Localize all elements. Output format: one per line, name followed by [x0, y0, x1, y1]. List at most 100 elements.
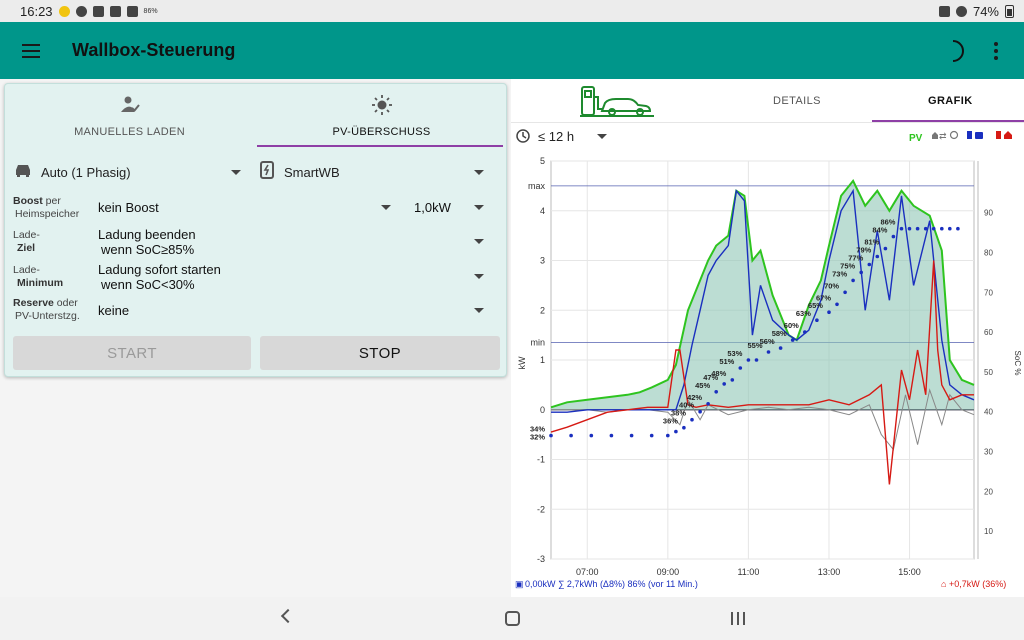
- start-button[interactable]: START: [13, 336, 251, 370]
- y-tick-label: 3: [540, 256, 545, 266]
- soc-point: [549, 433, 553, 438]
- boost-select[interactable]: kein Boost: [98, 200, 159, 215]
- status-time: 16:23: [20, 3, 53, 19]
- soc-point: [891, 234, 896, 239]
- tab-pv-surplus[interactable]: PV-ÜBERSCHUSS: [257, 84, 506, 147]
- y2-tick-label: 10: [984, 527, 993, 536]
- reserve-select[interactable]: keine: [98, 303, 130, 318]
- target-select[interactable]: Ladung beenden wenn SoC≥85%: [98, 227, 196, 257]
- soc-point: [746, 358, 751, 362]
- wallbox-dropdown-icon[interactable]: [474, 170, 484, 175]
- boost-power-select[interactable]: 1,0kW: [414, 200, 451, 215]
- tab-manual-charging[interactable]: MANUELLES LADEN: [5, 84, 254, 147]
- soc-point: [754, 358, 759, 362]
- y2-axis-label: SoC %: [1013, 351, 1022, 376]
- soc-point: [883, 246, 888, 251]
- soc-label: 47%: [703, 373, 718, 382]
- wallbox-icon: [260, 161, 274, 179]
- time-range-dropdown-icon[interactable]: [597, 134, 607, 139]
- soc-label: 48%: [711, 369, 726, 378]
- soc-point: [569, 433, 573, 438]
- manual-charge-icon: [120, 96, 140, 112]
- reserve-dropdown-icon[interactable]: [474, 308, 484, 313]
- boost-power-dropdown-icon[interactable]: [474, 205, 484, 210]
- charge-line: [551, 188, 975, 413]
- boost-dropdown-icon[interactable]: [381, 205, 391, 210]
- soc-label: 84%: [872, 226, 887, 235]
- target-dropdown-icon[interactable]: [474, 239, 484, 244]
- soc-point: [923, 226, 928, 231]
- status-battery: 74%: [972, 3, 999, 19]
- soc-label: 51%: [719, 357, 734, 366]
- minimum-select[interactable]: Ladung sofort starten wenn SoC<30%: [98, 262, 221, 292]
- graph-tab-indicator: [872, 120, 1024, 122]
- soc-label: 40%: [679, 401, 694, 410]
- wallbox-select[interactable]: SmartWB: [284, 165, 340, 180]
- reference-label: max: [528, 181, 546, 191]
- soc-point: [649, 433, 654, 438]
- status-battery-small: 86%: [143, 7, 158, 15]
- legend-grid-icon[interactable]: ⇄: [932, 130, 959, 141]
- soc-point: [827, 310, 831, 314]
- y2-tick-label: 80: [984, 249, 993, 258]
- x-tick-label: 15:00: [898, 567, 921, 577]
- soc-label: 55%: [748, 341, 763, 350]
- soc-label: 73%: [832, 269, 847, 278]
- recent-apps-icon[interactable]: [731, 612, 745, 625]
- soc-label: 67%: [816, 293, 831, 302]
- pv-line: [550, 179, 975, 409]
- soc-label: 77%: [848, 253, 863, 262]
- system-nav-bar: [0, 597, 1024, 640]
- soc-label: 36%: [663, 417, 678, 426]
- minimum-dropdown-icon[interactable]: [474, 274, 484, 279]
- vehicle-dropdown-icon[interactable]: [231, 170, 241, 175]
- reference-label: min: [530, 338, 545, 348]
- footer-car-icon: ▣: [515, 579, 524, 589]
- soc-point: [682, 425, 686, 430]
- energy-chart[interactable]: ≤ 12 h PV ⇄ -3 -2 -1 0 1 2 3 4 5 07:00 09:00 11:00 1…: [511, 123, 1024, 597]
- footer-house-icon: ⌂: [941, 579, 946, 589]
- minimum-label: Lade- Minimum: [13, 264, 64, 289]
- battery-icon: [1005, 4, 1014, 18]
- soc-point: [907, 226, 912, 231]
- tab-graph[interactable]: GRAFIK: [928, 95, 973, 107]
- time-range-control[interactable]: ≤ 12 h: [516, 129, 607, 144]
- soc-point: [674, 429, 678, 434]
- home-icon[interactable]: [505, 611, 520, 626]
- soc-point: [666, 433, 670, 438]
- tab-separator: [511, 122, 1024, 123]
- minimum-value-line1: Ladung sofort starten: [98, 262, 221, 277]
- y-axis-label: kW: [517, 356, 527, 370]
- menu-icon[interactable]: [22, 43, 42, 58]
- legend-car-icon[interactable]: [967, 131, 983, 139]
- stop-button[interactable]: STOP: [260, 336, 500, 370]
- legend-house-icon[interactable]: [996, 131, 1012, 139]
- y-tick-label: 5: [540, 156, 545, 166]
- legend-pv[interactable]: PV: [909, 133, 923, 144]
- soc-point: [915, 226, 920, 231]
- soc-label: 34%: [530, 425, 545, 434]
- y-tick-label: 2: [540, 305, 545, 315]
- soc-label: 79%: [856, 246, 871, 255]
- wallbox-car-logo-icon[interactable]: [578, 83, 656, 119]
- sun-icon: [371, 95, 392, 115]
- x-tick-label: 09:00: [657, 567, 680, 577]
- app-bar: Wallbox-Steuerung: [0, 22, 1024, 79]
- tab-details[interactable]: DETAILS: [773, 95, 821, 107]
- vehicle-select[interactable]: Auto (1 Phasig): [41, 165, 131, 180]
- back-icon[interactable]: [280, 608, 296, 624]
- reserve-label: Reserve oder PV-Unterstzg.: [13, 297, 80, 322]
- soc-point: [778, 346, 783, 350]
- pv-area: [551, 180, 974, 410]
- soc-label: 60%: [784, 321, 799, 330]
- soc-point: [698, 409, 702, 414]
- soc-point: [730, 378, 735, 382]
- app-title: Wallbox-Steuerung: [72, 40, 236, 60]
- soc-point: [790, 338, 795, 342]
- y2-tick-label: 90: [984, 209, 993, 218]
- moon-icon[interactable]: [944, 39, 968, 63]
- charging-icon: [58, 5, 70, 17]
- photo-icon: [92, 5, 104, 17]
- soc-label: 53%: [727, 349, 742, 358]
- more-options-icon[interactable]: [993, 42, 999, 60]
